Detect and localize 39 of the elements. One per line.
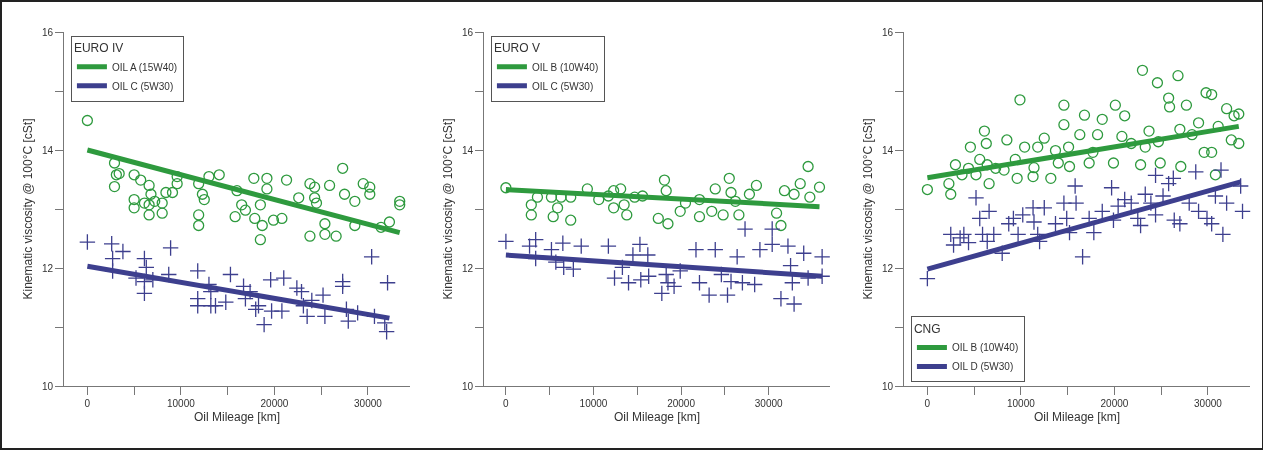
y-axis-title: Kinematic viscosity @ 100°C [cSt] [21, 118, 36, 300]
x-tick-label: 20000 [1100, 398, 1129, 409]
x-tick-label: 10000 [1006, 398, 1036, 409]
legend-label: OIL B (10W40) [951, 342, 1019, 354]
legend-title: CNG [913, 322, 941, 337]
x-tick-label: 20000 [667, 398, 696, 409]
x-axis-title: Oil Mileage [km] [613, 409, 701, 424]
legend-title: EURO V [493, 41, 540, 56]
y-tick-label: 14 [461, 144, 474, 156]
x-tick-label: 10000 [579, 398, 608, 409]
y-tick-label: 16 [461, 26, 474, 38]
legend-label: OIL B (10W40) [531, 61, 599, 73]
y-tick-label: 14 [881, 144, 894, 156]
legend-label: OIL D (5W30) [951, 361, 1014, 373]
x-tick-label: 30000 [354, 398, 383, 409]
y-tick-label: 12 [461, 262, 474, 274]
y-tick-label: 10 [461, 380, 474, 392]
y-tick-label: 10 [41, 380, 54, 392]
y-tick-label: 12 [41, 262, 54, 274]
y-tick-label: 12 [881, 262, 894, 274]
legend-label: OIL C (5W30) [111, 80, 174, 92]
x-axis-title: Oil Mileage [km] [1033, 409, 1121, 424]
y-tick-label: 14 [41, 144, 54, 156]
y-tick-label: 10 [881, 380, 894, 392]
legend-label: OIL A (15W40) [111, 61, 178, 73]
x-tick-label: 0 [503, 398, 510, 409]
x-tick-label: 30000 [754, 398, 784, 409]
x-axis-title: Oil Mileage [km] [193, 409, 281, 424]
x-tick-label: 10000 [166, 398, 196, 409]
y-axis-title: Kinematic viscosity @ 100°C [cSt] [441, 118, 456, 300]
legend-label: OIL C (5W30) [531, 80, 594, 92]
x-tick-label: 30000 [1194, 398, 1223, 409]
y-tick-label: 16 [881, 26, 894, 38]
x-tick-label: 20000 [260, 398, 289, 409]
y-tick-label: 16 [41, 26, 54, 38]
y-axis-title: Kinematic viscosity @ 100°C [cSt] [861, 118, 876, 300]
x-tick-label: 0 [924, 398, 931, 409]
x-tick-label: 0 [84, 398, 91, 409]
legend-title: EURO IV [73, 41, 124, 56]
